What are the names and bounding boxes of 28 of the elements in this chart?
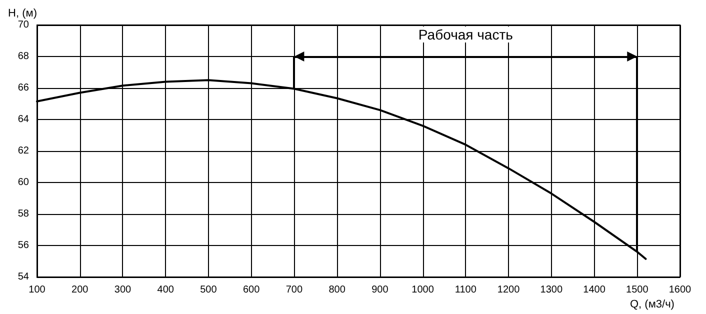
x-tick-label: 300: [114, 284, 132, 296]
x-axis-title: Q, (м3/ч): [630, 298, 674, 310]
x-tick-label: 1300: [540, 284, 563, 296]
x-tick-label: 500: [200, 284, 218, 296]
y-tick-label: 54: [18, 272, 30, 282]
y-tick-label: 64: [18, 114, 30, 125]
y-axis-title: H, (м): [8, 8, 37, 20]
y-tick-label: 70: [18, 20, 30, 30]
x-tick-label: 1500: [626, 284, 649, 296]
x-tick-label: 200: [72, 284, 89, 296]
ref-line-label: Рабочая часть: [418, 26, 513, 42]
x-tick-label: 700: [286, 284, 303, 296]
x-tick-label: 1100: [454, 284, 477, 296]
x-tick-label: 800: [328, 284, 346, 296]
x-tick-label: 900: [372, 284, 389, 296]
y-tick-label: 62: [18, 146, 30, 156]
y-tick-label: 68: [18, 51, 30, 62]
y-tick-label: 60: [18, 177, 30, 188]
x-tick-label: 1000: [412, 284, 434, 296]
x-tick-label: 400: [157, 284, 174, 296]
x-tick-label: 100: [28, 284, 46, 296]
y-tick-label: 66: [18, 82, 30, 94]
y-tick-label: 56: [18, 240, 30, 251]
x-tick-label: 1400: [583, 284, 606, 296]
x-tick-label: 1200: [497, 284, 520, 296]
x-tick-label: 1600: [668, 284, 692, 296]
x-tick-label: 600: [242, 284, 260, 296]
y-tick-label: 58: [18, 208, 30, 220]
